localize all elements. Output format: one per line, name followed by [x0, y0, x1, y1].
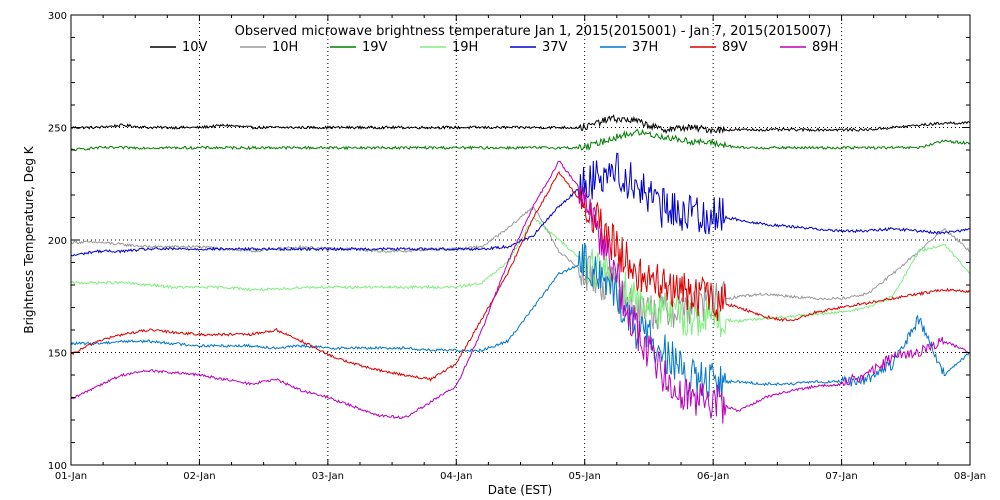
series-line-10v	[70, 114, 971, 135]
grid-layer	[71, 15, 970, 465]
legend-label-89v: 89V	[722, 40, 748, 55]
x-tick-label: 04-Jan	[440, 471, 472, 482]
y-tick-label: 100	[48, 461, 67, 472]
x-tick-label: 06-Jan	[697, 471, 729, 482]
legend-label-89h: 89H	[812, 40, 838, 55]
tick-layer: 01-Jan 02-Jan 03-Jan 04-Jan 05-Jan 06-Jan 07-J…	[48, 11, 986, 482]
legend-label-10v: 10V	[182, 40, 208, 55]
y-axis-label: Brightness Temperature, Deg K	[22, 145, 36, 333]
series-line-19v	[70, 128, 971, 152]
legend-label-37v: 37V	[542, 40, 568, 55]
x-tick-label: 03-Jan	[312, 471, 344, 482]
chart-title: Observed microwave brightness temperatur…	[235, 24, 832, 39]
legend-label-37h: 37H	[632, 40, 658, 55]
y-tick-label: 300	[48, 11, 67, 22]
series-line-89h	[70, 160, 971, 424]
series-layer	[70, 114, 971, 424]
x-axis-label: Date (EST)	[488, 483, 552, 497]
x-tick-label: 07-Jan	[825, 471, 857, 482]
y-tick-label: 150	[48, 349, 67, 360]
series-line-37v	[70, 152, 971, 257]
y-tick-label: 200	[48, 236, 67, 247]
x-tick-label: 01-Jan	[55, 471, 87, 482]
x-tick-label: 08-Jan	[954, 471, 986, 482]
series-line-37h	[70, 243, 971, 401]
series-line-89v	[70, 170, 971, 382]
legend-label-19v: 19V	[362, 40, 388, 55]
series-line-10h	[70, 206, 971, 330]
legend: 10V 10H 19V 19H 37V 37H 89V 89H	[150, 40, 838, 55]
x-tick-label: 05-Jan	[569, 471, 601, 482]
legend-label-10h: 10H	[272, 40, 298, 55]
legend-label-19h: 19H	[452, 40, 478, 55]
x-tick-label: 02-Jan	[183, 471, 215, 482]
y-tick-label: 250	[48, 124, 67, 135]
series-line-19h	[70, 217, 971, 338]
